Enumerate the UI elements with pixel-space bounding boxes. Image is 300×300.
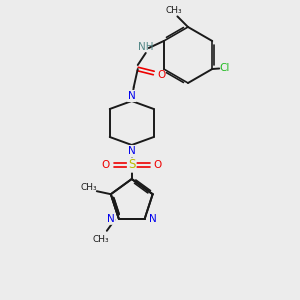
Text: NH: NH — [138, 42, 154, 52]
Text: CH₃: CH₃ — [92, 235, 109, 244]
Text: O: O — [102, 160, 110, 170]
Text: CH₃: CH₃ — [165, 6, 182, 15]
Text: CH₃: CH₃ — [80, 183, 97, 192]
Text: N: N — [128, 146, 136, 156]
Text: O: O — [154, 160, 162, 170]
Text: N: N — [107, 214, 115, 224]
Text: N: N — [128, 91, 136, 101]
Text: Cl: Cl — [219, 63, 230, 73]
Text: N: N — [149, 214, 157, 224]
Text: O: O — [158, 70, 166, 80]
Text: S: S — [128, 158, 135, 172]
